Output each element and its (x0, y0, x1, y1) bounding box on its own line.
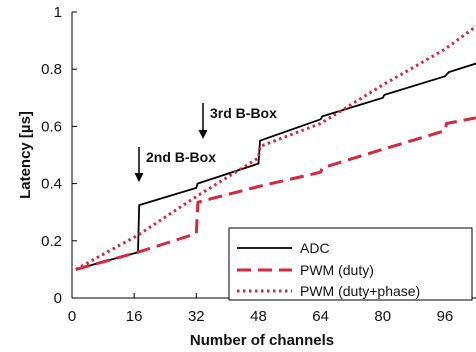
x-tick-label: 48 (250, 308, 267, 325)
x-tick-label: 96 (437, 308, 454, 325)
x-tick-label: 16 (126, 308, 143, 325)
annotation-arrowhead (134, 173, 144, 182)
legend-box (228, 227, 473, 301)
y-tick-label: 0.8 (41, 61, 62, 78)
annotation-arrowhead (198, 130, 208, 139)
x-tick-label: 32 (188, 308, 205, 325)
series-line-1 (75, 62, 476, 271)
annotation-label: 2nd B-Box (146, 149, 216, 165)
x-tick-label: 64 (312, 308, 329, 325)
legend-label: PWM (duty) (300, 262, 374, 278)
x-tick-label: 0 (68, 308, 76, 325)
y-axis-ticks: 0 0.2 0.4 0.6 0.8 1 (41, 4, 77, 307)
legend-label: ADC (300, 240, 330, 256)
x-tick-label: 80 (374, 308, 391, 325)
annotation-label: 3rd B-Box (210, 105, 277, 121)
y-tick-label: 0.4 (41, 176, 62, 193)
y-tick-label: 0.2 (41, 233, 62, 250)
x-axis-title: Number of channels (190, 332, 334, 349)
legend-label: PWM (duty+phase) (300, 283, 420, 299)
y-tick-label: 0.6 (41, 118, 62, 135)
series-line-2 (75, 116, 476, 271)
annotation-layer: 2nd B-Box 3rd B-Box (134, 103, 277, 182)
y-tick-label: 0 (54, 290, 62, 307)
legend: ADC PWM (duty) PWM (duty+phase) (228, 227, 473, 301)
series-layer (75, 25, 476, 271)
y-axis-title: Latency [µs] (17, 111, 34, 199)
y-tick-label: 1 (54, 4, 62, 21)
